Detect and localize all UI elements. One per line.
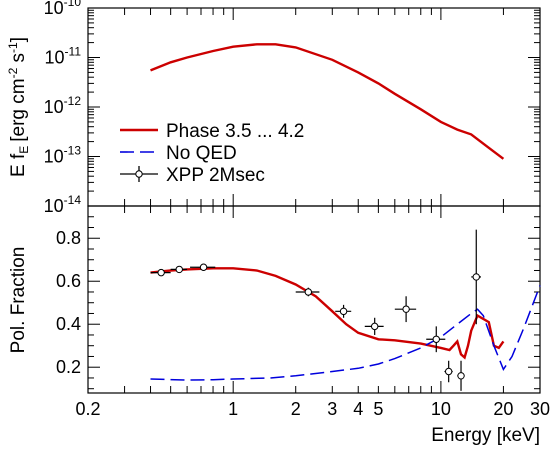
polarization-series-No-QED <box>150 285 541 381</box>
legend-label-phase: Phase 3.5 ... 4.2 <box>166 121 304 142</box>
xpp-point <box>150 268 171 277</box>
polarization-y-tick-labels: 0.2 0.4 0.6 0.8 <box>56 228 81 377</box>
xpp-point <box>364 317 384 335</box>
x-axis-label: Energy [keV] <box>431 425 540 446</box>
x-tick-label-2: 2 <box>291 399 301 419</box>
xpp-point <box>335 304 352 318</box>
polarization-panel: 0.2 0.4 0.6 0.8 0.2 1 2 3 4 5 10 20 30 Pol. Fractio… <box>8 205 550 446</box>
polarization-ticks <box>87 206 541 393</box>
spectrum-y-tick-label-11: 10-11 <box>45 45 82 68</box>
legend-marker-circle <box>135 170 143 178</box>
x-tick-label-30: 30 <box>530 399 550 419</box>
x-tick-label-0-2: 0.2 <box>75 399 100 419</box>
xpp-marker <box>175 265 183 274</box>
xpp-marker <box>472 273 480 281</box>
xpp-point <box>170 265 188 274</box>
spectrum-ticks <box>87 7 541 207</box>
legend-label-xpp: XPP 2Msec <box>166 165 265 186</box>
xpp-marker <box>432 335 440 343</box>
xpp-marker <box>444 367 453 376</box>
xpp-point <box>444 360 453 383</box>
xpp-point <box>295 287 320 297</box>
xpp-point <box>471 229 482 325</box>
polarization-y-tick-label-0-6: 0.6 <box>56 271 81 291</box>
x-tick-label-4: 4 <box>353 399 363 419</box>
x-tick-label-5: 5 <box>373 399 383 419</box>
polarization-y-tick-label-0-4: 0.4 <box>56 314 81 334</box>
spectrum-y-axis-label: E fE[erg cm-2 s-1] <box>6 37 31 177</box>
spectrum-plot-frame <box>87 7 541 207</box>
x-tick-label-1: 1 <box>228 399 238 419</box>
spectrum-y-tick-label-10: 10-10 <box>44 0 82 18</box>
xpp-data-points <box>150 229 482 391</box>
x-tick-labels: 0.2 1 2 3 4 5 10 20 30 <box>75 399 550 419</box>
polarization-series <box>150 267 541 381</box>
polarization-plot-frame <box>87 205 541 394</box>
spectrum-panel: 10-14 10-13 10-12 10-11 10-10 E fE[erg cm-2 … <box>6 0 541 216</box>
polarization-y-tick-label-0-2: 0.2 <box>56 357 81 377</box>
xpp-point <box>457 360 465 391</box>
legend: Phase 3.5 ... 4.2 No QED XPP 2Msec <box>120 121 304 186</box>
xpp-point <box>394 296 417 323</box>
xpp-point <box>426 326 446 353</box>
spectrum-y-tick-label-12: 10-12 <box>44 94 82 117</box>
spectrum-y-tick-label-13: 10-13 <box>44 144 82 167</box>
xpp-marker <box>199 263 208 271</box>
xpp-marker <box>457 372 465 380</box>
spectrum-series-Phase-3-5-4-2 <box>150 43 505 160</box>
polarization-series-Phase-3-5-4-2 <box>150 267 505 360</box>
spectrum-series <box>150 43 505 160</box>
xpp-marker <box>339 307 348 316</box>
legend-label-noqed: No QED <box>166 143 237 164</box>
polarization-y-axis-label: Pol. Fraction <box>8 247 29 354</box>
xpp-marker <box>402 305 410 313</box>
polarization-y-tick-label-0-8: 0.8 <box>56 228 81 248</box>
x-tick-label-10: 10 <box>431 399 451 419</box>
spectrum-y-tick-label-14: 10-14 <box>44 193 82 216</box>
xpp-marker <box>370 322 379 331</box>
x-tick-label-3: 3 <box>327 399 337 419</box>
spectrum-y-tick-labels: 10-14 10-13 10-12 10-11 10-10 <box>44 0 82 216</box>
x-tick-label-20: 20 <box>493 399 513 419</box>
xpp-marker <box>157 268 165 277</box>
xpp-marker <box>304 288 313 296</box>
xpp-point <box>190 263 216 271</box>
